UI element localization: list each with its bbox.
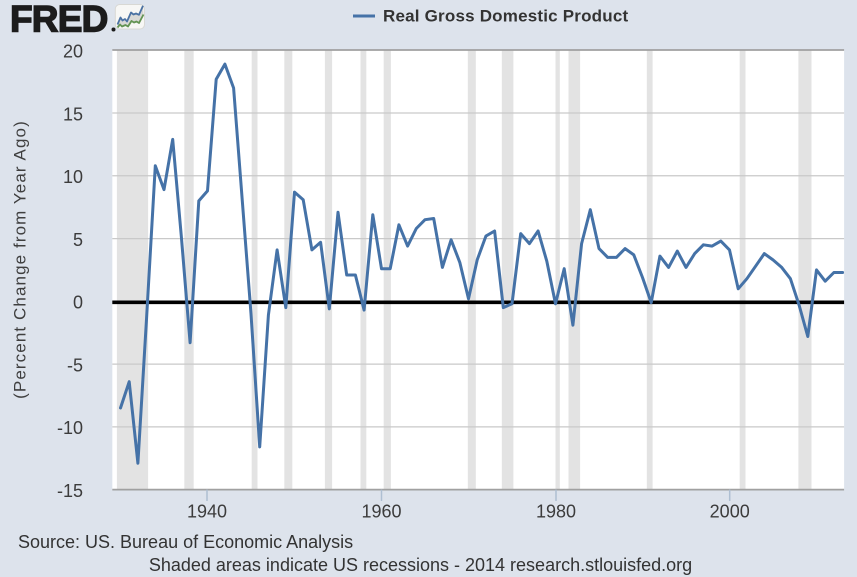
svg-text:Shaded areas indicate US reces: Shaded areas indicate US recessions - 20…	[149, 555, 692, 575]
svg-text:FRED: FRED	[10, 0, 108, 40]
svg-text:Real Gross Domestic Product: Real Gross Domestic Product	[383, 7, 628, 26]
svg-text:Source: US. Bureau of Economic: Source: US. Bureau of Economic Analysis	[18, 532, 353, 552]
svg-text:(Percent Change from Year Ago): (Percent Change from Year Ago)	[11, 120, 30, 399]
svg-text:1940: 1940	[187, 502, 227, 522]
svg-text:1980: 1980	[536, 502, 576, 522]
svg-text:-10: -10	[57, 418, 83, 438]
svg-text:1960: 1960	[361, 502, 401, 522]
svg-text:10: 10	[63, 167, 83, 187]
svg-text:2000: 2000	[710, 502, 750, 522]
svg-text:20: 20	[63, 42, 83, 62]
svg-text:15: 15	[63, 104, 83, 124]
svg-text:0: 0	[73, 293, 83, 313]
svg-text:-5: -5	[67, 355, 83, 375]
svg-text:5: 5	[73, 230, 83, 250]
svg-text:-15: -15	[57, 481, 83, 501]
